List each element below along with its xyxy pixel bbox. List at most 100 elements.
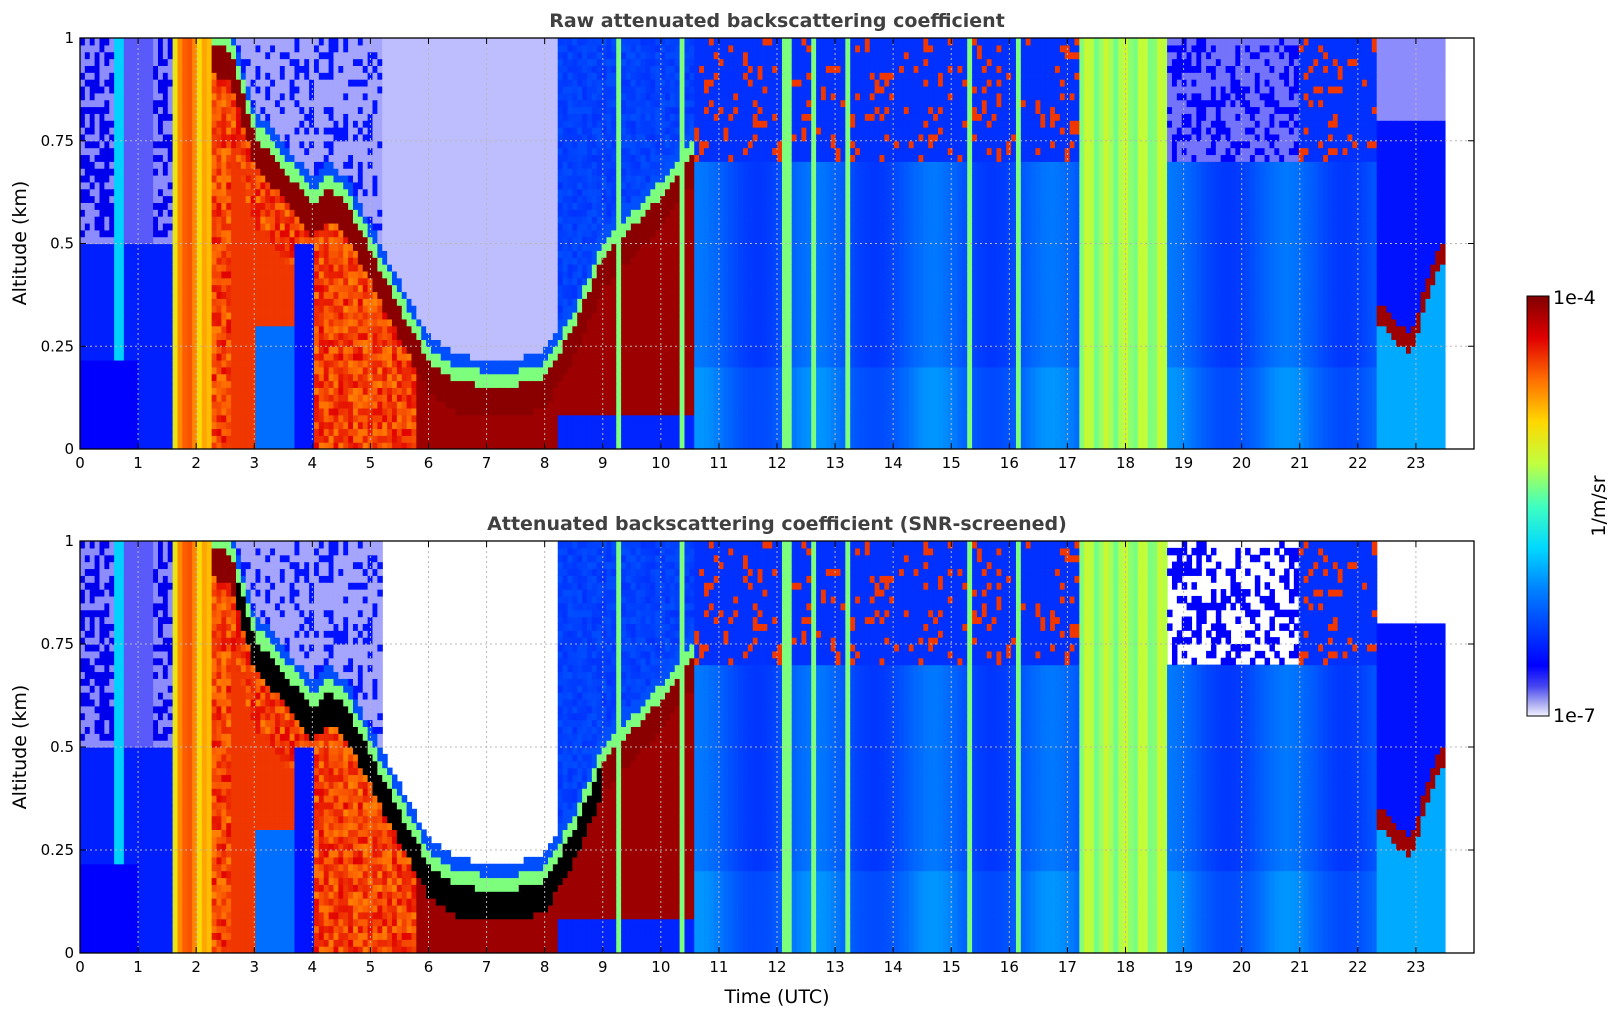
raw-heatmap-cell [416,339,422,347]
raw-heatmap-cell [206,277,213,286]
raw-heatmap-cell [479,264,486,272]
raw-heatmap-cell [357,147,364,156]
raw-heatmap-cell [343,147,349,156]
raw-heatmap-cell [133,298,140,306]
raw-heatmap-cell [265,325,271,334]
raw-heatmap-cell [377,257,383,265]
raw-heatmap-cell [352,44,359,53]
raw-heatmap-cell [182,387,188,395]
raw-heatmap-cell [80,380,86,388]
raw-heatmap-cell [104,188,110,197]
raw-heatmap-cell [245,188,252,197]
raw-heatmap-cell [172,65,179,73]
raw-heatmap-cell [265,346,271,354]
raw-heatmap-cell [313,195,320,203]
raw-heatmap-cell [357,346,364,354]
raw-heatmap-cell [260,380,266,388]
raw-heatmap-cell [299,106,305,114]
raw-heatmap-cell [387,209,393,217]
raw-heatmap-cell [338,79,344,87]
raw-heatmap-cell [391,202,398,210]
raw-heatmap-cell [182,154,188,162]
raw-heatmap-cell [99,99,105,108]
raw-heatmap-cell [148,270,154,279]
raw-heatmap-cell [377,154,383,162]
raw-heatmap-cell [411,133,417,142]
raw-heatmap-cell [167,414,174,423]
raw-heatmap-cell [455,209,461,217]
raw-heatmap-cell [114,140,120,149]
raw-heatmap-cell [328,175,335,183]
raw-heatmap-cell [216,79,222,87]
raw-heatmap-cell [338,58,344,66]
raw-heatmap-cell [313,154,320,162]
raw-heatmap-cell [162,270,169,279]
raw-heatmap-cell [445,133,452,142]
raw-heatmap-cell [411,92,417,101]
raw-heatmap-cell [362,373,369,382]
raw-heatmap-cell [250,291,257,299]
raw-heatmap-cell [128,154,135,162]
raw-heatmap-cell [338,85,344,94]
raw-heatmap-cell [133,127,140,135]
raw-heatmap-cell [313,72,320,80]
raw-heatmap-cell [192,250,198,258]
raw-heatmap-cell [479,154,486,162]
raw-heatmap-cell [123,257,130,265]
raw-heatmap-cell [343,106,349,114]
raw-heatmap-cell [221,51,227,60]
raw-heatmap-cell [333,181,339,190]
raw-heatmap-cell [250,339,257,347]
raw-heatmap-cell [445,127,452,135]
raw-heatmap-cell [279,270,286,279]
raw-heatmap-cell [401,209,408,217]
raw-heatmap-cell [460,168,466,176]
raw-heatmap-cell [84,435,91,443]
raw-heatmap-cell [460,79,466,87]
raw-heatmap-cell [231,127,237,135]
raw-heatmap-cell [484,407,491,416]
raw-heatmap-cell [440,284,447,293]
raw-heatmap-cell [445,229,452,238]
raw-heatmap-cell [84,366,91,375]
raw-heatmap-cell [245,113,252,121]
raw-heatmap-cell [362,161,369,169]
raw-heatmap-cell [406,92,413,101]
raw-heatmap-cell [323,236,330,245]
raw-heatmap-cell [352,140,359,149]
raw-heatmap-cell [309,161,315,169]
raw-heatmap-cell [318,216,325,224]
raw-heatmap-cell [387,325,393,334]
raw-heatmap-cell [299,38,305,46]
raw-heatmap-cell [391,140,398,149]
raw-heatmap-cell [128,387,135,395]
raw-heatmap-cell [465,168,471,176]
raw-heatmap-cell [328,195,335,203]
raw-heatmap-cell [382,318,388,327]
raw-heatmap-cell [192,277,198,286]
raw-heatmap-cell [352,298,359,306]
raw-heatmap-cell [206,99,213,108]
raw-heatmap-cell [99,236,105,245]
raw-heatmap-cell [435,298,442,306]
raw-heatmap-cell [445,140,452,149]
raw-heatmap-cell [167,51,174,60]
raw-heatmap-cell [255,85,261,94]
raw-heatmap-cell [367,353,374,361]
raw-heatmap-cell [216,236,222,245]
raw-heatmap-cell [245,106,252,114]
raw-heatmap-cell [426,181,432,190]
raw-heatmap-cell [372,250,378,258]
raw-heatmap-cell [231,216,237,224]
raw-heatmap-cell [104,65,110,73]
raw-heatmap-cell [343,127,349,135]
raw-heatmap-cell [372,113,378,121]
raw-heatmap-cell [362,154,369,162]
raw-heatmap-cell [89,79,96,87]
raw-heatmap-cell [109,127,115,135]
raw-heatmap-cell [148,346,154,354]
raw-heatmap-cell [211,92,218,101]
raw-heatmap-cell [167,127,174,135]
raw-heatmap-cell [138,394,144,402]
raw-heatmap-cell [391,133,398,142]
